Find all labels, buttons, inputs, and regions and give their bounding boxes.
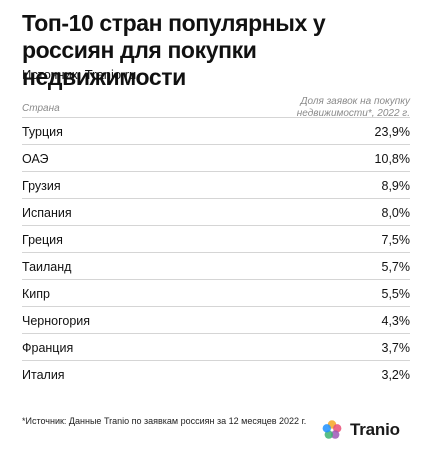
table-row: Таиланд 5,7% bbox=[22, 252, 410, 279]
share-value: 8,0% bbox=[381, 206, 411, 220]
share-value: 8,9% bbox=[381, 179, 411, 193]
table-row: Турция 23,9% bbox=[22, 117, 410, 144]
brand-name: Tranio bbox=[350, 420, 400, 439]
share-value: 4,3% bbox=[381, 314, 411, 328]
table-row: Кипр 5,5% bbox=[22, 279, 410, 306]
country-name: Турция bbox=[22, 125, 63, 139]
table-row: Грузия 8,9% bbox=[22, 171, 410, 198]
country-name: Черногория bbox=[22, 314, 91, 328]
table-row: Франция 3,7% bbox=[22, 333, 410, 360]
share-value: 7,5% bbox=[381, 233, 411, 247]
country-name: ОАЭ bbox=[22, 152, 49, 166]
table-row: ОАЭ 10,8% bbox=[22, 144, 410, 171]
share-value: 5,7% bbox=[381, 260, 411, 274]
footnote: *Источник: Данные Tranio по заявкам росс… bbox=[22, 416, 307, 426]
source-line: Источник: Tranio.ru bbox=[22, 67, 137, 82]
share-value: 5,5% bbox=[381, 287, 411, 301]
table-row: Испания 8,0% bbox=[22, 198, 410, 225]
country-name: Франция bbox=[22, 341, 74, 355]
country-name: Таиланд bbox=[22, 260, 72, 274]
data-table: Турция 23,9% ОАЭ 10,8% Грузия 8,9% Испан… bbox=[22, 117, 410, 387]
share-value: 23,9% bbox=[374, 125, 410, 139]
country-name: Грузия bbox=[22, 179, 61, 193]
country-name: Кипр bbox=[22, 287, 50, 301]
table-row: Италия 3,2% bbox=[22, 360, 410, 387]
country-name: Италия bbox=[22, 368, 65, 382]
table-row: Греция 7,5% bbox=[22, 225, 410, 252]
brand-logo: Tranio bbox=[320, 418, 400, 442]
share-value: 3,2% bbox=[381, 368, 411, 382]
page-title: Топ-10 стран популярных у россиян для по… bbox=[22, 10, 326, 90]
share-value: 10,8% bbox=[374, 152, 410, 166]
column-header-share: Доля заявок на покупку недвижимости*, 20… bbox=[296, 96, 410, 119]
country-name: Греция bbox=[22, 233, 63, 247]
country-name: Испания bbox=[22, 206, 72, 220]
share-value: 3,7% bbox=[381, 341, 411, 355]
tranio-logo-icon bbox=[322, 420, 342, 439]
table-row: Черногория 4,3% bbox=[22, 306, 410, 333]
column-header-country: Страна bbox=[22, 103, 60, 114]
